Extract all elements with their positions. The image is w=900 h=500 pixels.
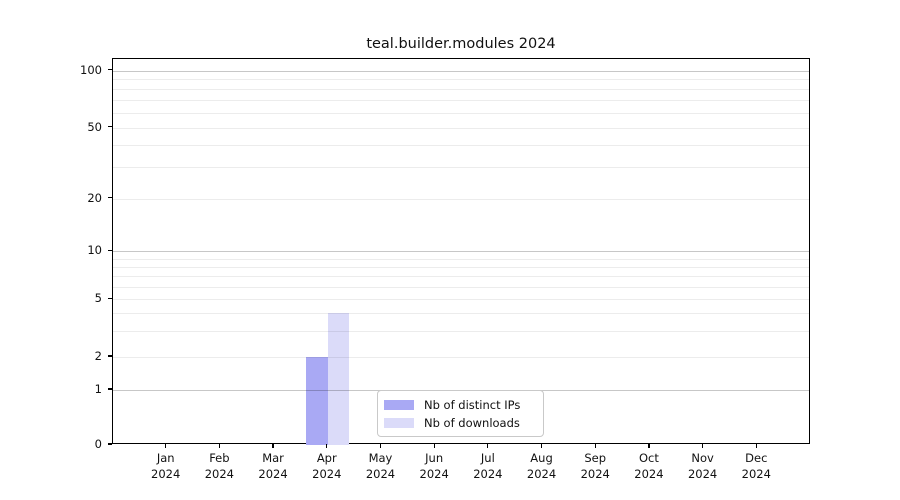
y-gridline-minor [113,100,809,102]
x-tick-label-oct: Oct 2024 [634,451,664,481]
y-tick [108,69,112,71]
x-tick-label-sep: Sep 2024 [580,451,610,481]
y-tick-label: 10 [87,243,102,258]
x-tick-label-jan: Jan 2024 [151,451,181,481]
y-gridline-minor [113,127,809,129]
bar-nb-of-downloads-apr [327,313,350,445]
legend-item-downloads: Nb of downloads [384,414,537,432]
legend-swatch-downloads [384,418,414,428]
x-tick [540,444,543,448]
y-tick-label: 2 [94,348,102,363]
y-tick-label: 0 [94,437,102,451]
y-tick [108,249,112,251]
y-tick-label: 20 [87,190,102,205]
x-tick [379,444,382,448]
x-tick [165,444,167,448]
plot-area [112,58,810,445]
x-tick-label-jul: Jul 2024 [473,451,503,481]
y-gridline-minor [113,112,809,114]
x-tick [326,444,328,448]
legend-label-downloads: Nb of downloads [424,416,520,430]
legend-item-distinct-ips: Nb of distinct IPs [384,396,537,414]
x-tick [594,444,596,448]
x-tick-label-nov: Nov 2024 [687,451,718,481]
y-gridline-minor [113,331,809,333]
y-gridline-minor [113,313,809,315]
y-tick [108,197,112,199]
y-tick-label: 50 [87,119,102,134]
x-tick [648,444,650,448]
y-gridline-minor [113,356,809,358]
y-gridline-major [113,70,809,72]
x-tick [487,444,489,448]
y-gridline-minor [113,266,809,268]
y-gridline-minor [113,198,809,200]
y-gridline-minor [113,258,809,260]
y-tick-label: 5 [94,291,102,306]
y-gridline-minor [113,275,809,277]
x-tick [218,444,221,448]
x-tick-label-jun: Jun 2024 [419,451,449,481]
y-gridline-minor [113,299,809,301]
x-tick [433,444,435,448]
y-tick [108,355,112,357]
legend: Nb of distinct IPs Nb of downloads [377,390,544,437]
x-tick [272,444,274,448]
x-tick-label-dec: Dec 2024 [741,451,771,481]
chart-title: teal.builder.modules 2024 [366,36,556,52]
y-gridline-major [113,251,809,253]
y-tick [108,126,112,128]
y-tick [108,443,112,445]
bar-nb-of-distinct-ips-apr [306,356,328,445]
x-tick-label-may: May 2024 [365,451,396,481]
y-tick-label: 100 [80,62,102,77]
legend-swatch-distinct-ips [384,400,414,410]
x-tick [701,444,704,448]
x-tick [755,444,757,448]
y-gridline-minor [113,167,809,169]
x-tick-label-aug: Aug 2024 [526,451,557,481]
y-gridline-minor [113,286,809,288]
x-tick-label-feb: Feb 2024 [204,451,235,481]
y-gridline-minor [113,89,809,91]
x-tick-label-apr: Apr 2024 [312,451,342,481]
y-tick [108,388,112,390]
y-tick [108,297,112,299]
y-gridline-minor [113,144,809,146]
y-tick-label: 1 [94,381,102,396]
x-tick-label-mar: Mar 2024 [258,451,288,481]
y-gridline-minor [113,79,809,81]
legend-label-distinct-ips: Nb of distinct IPs [424,398,521,412]
